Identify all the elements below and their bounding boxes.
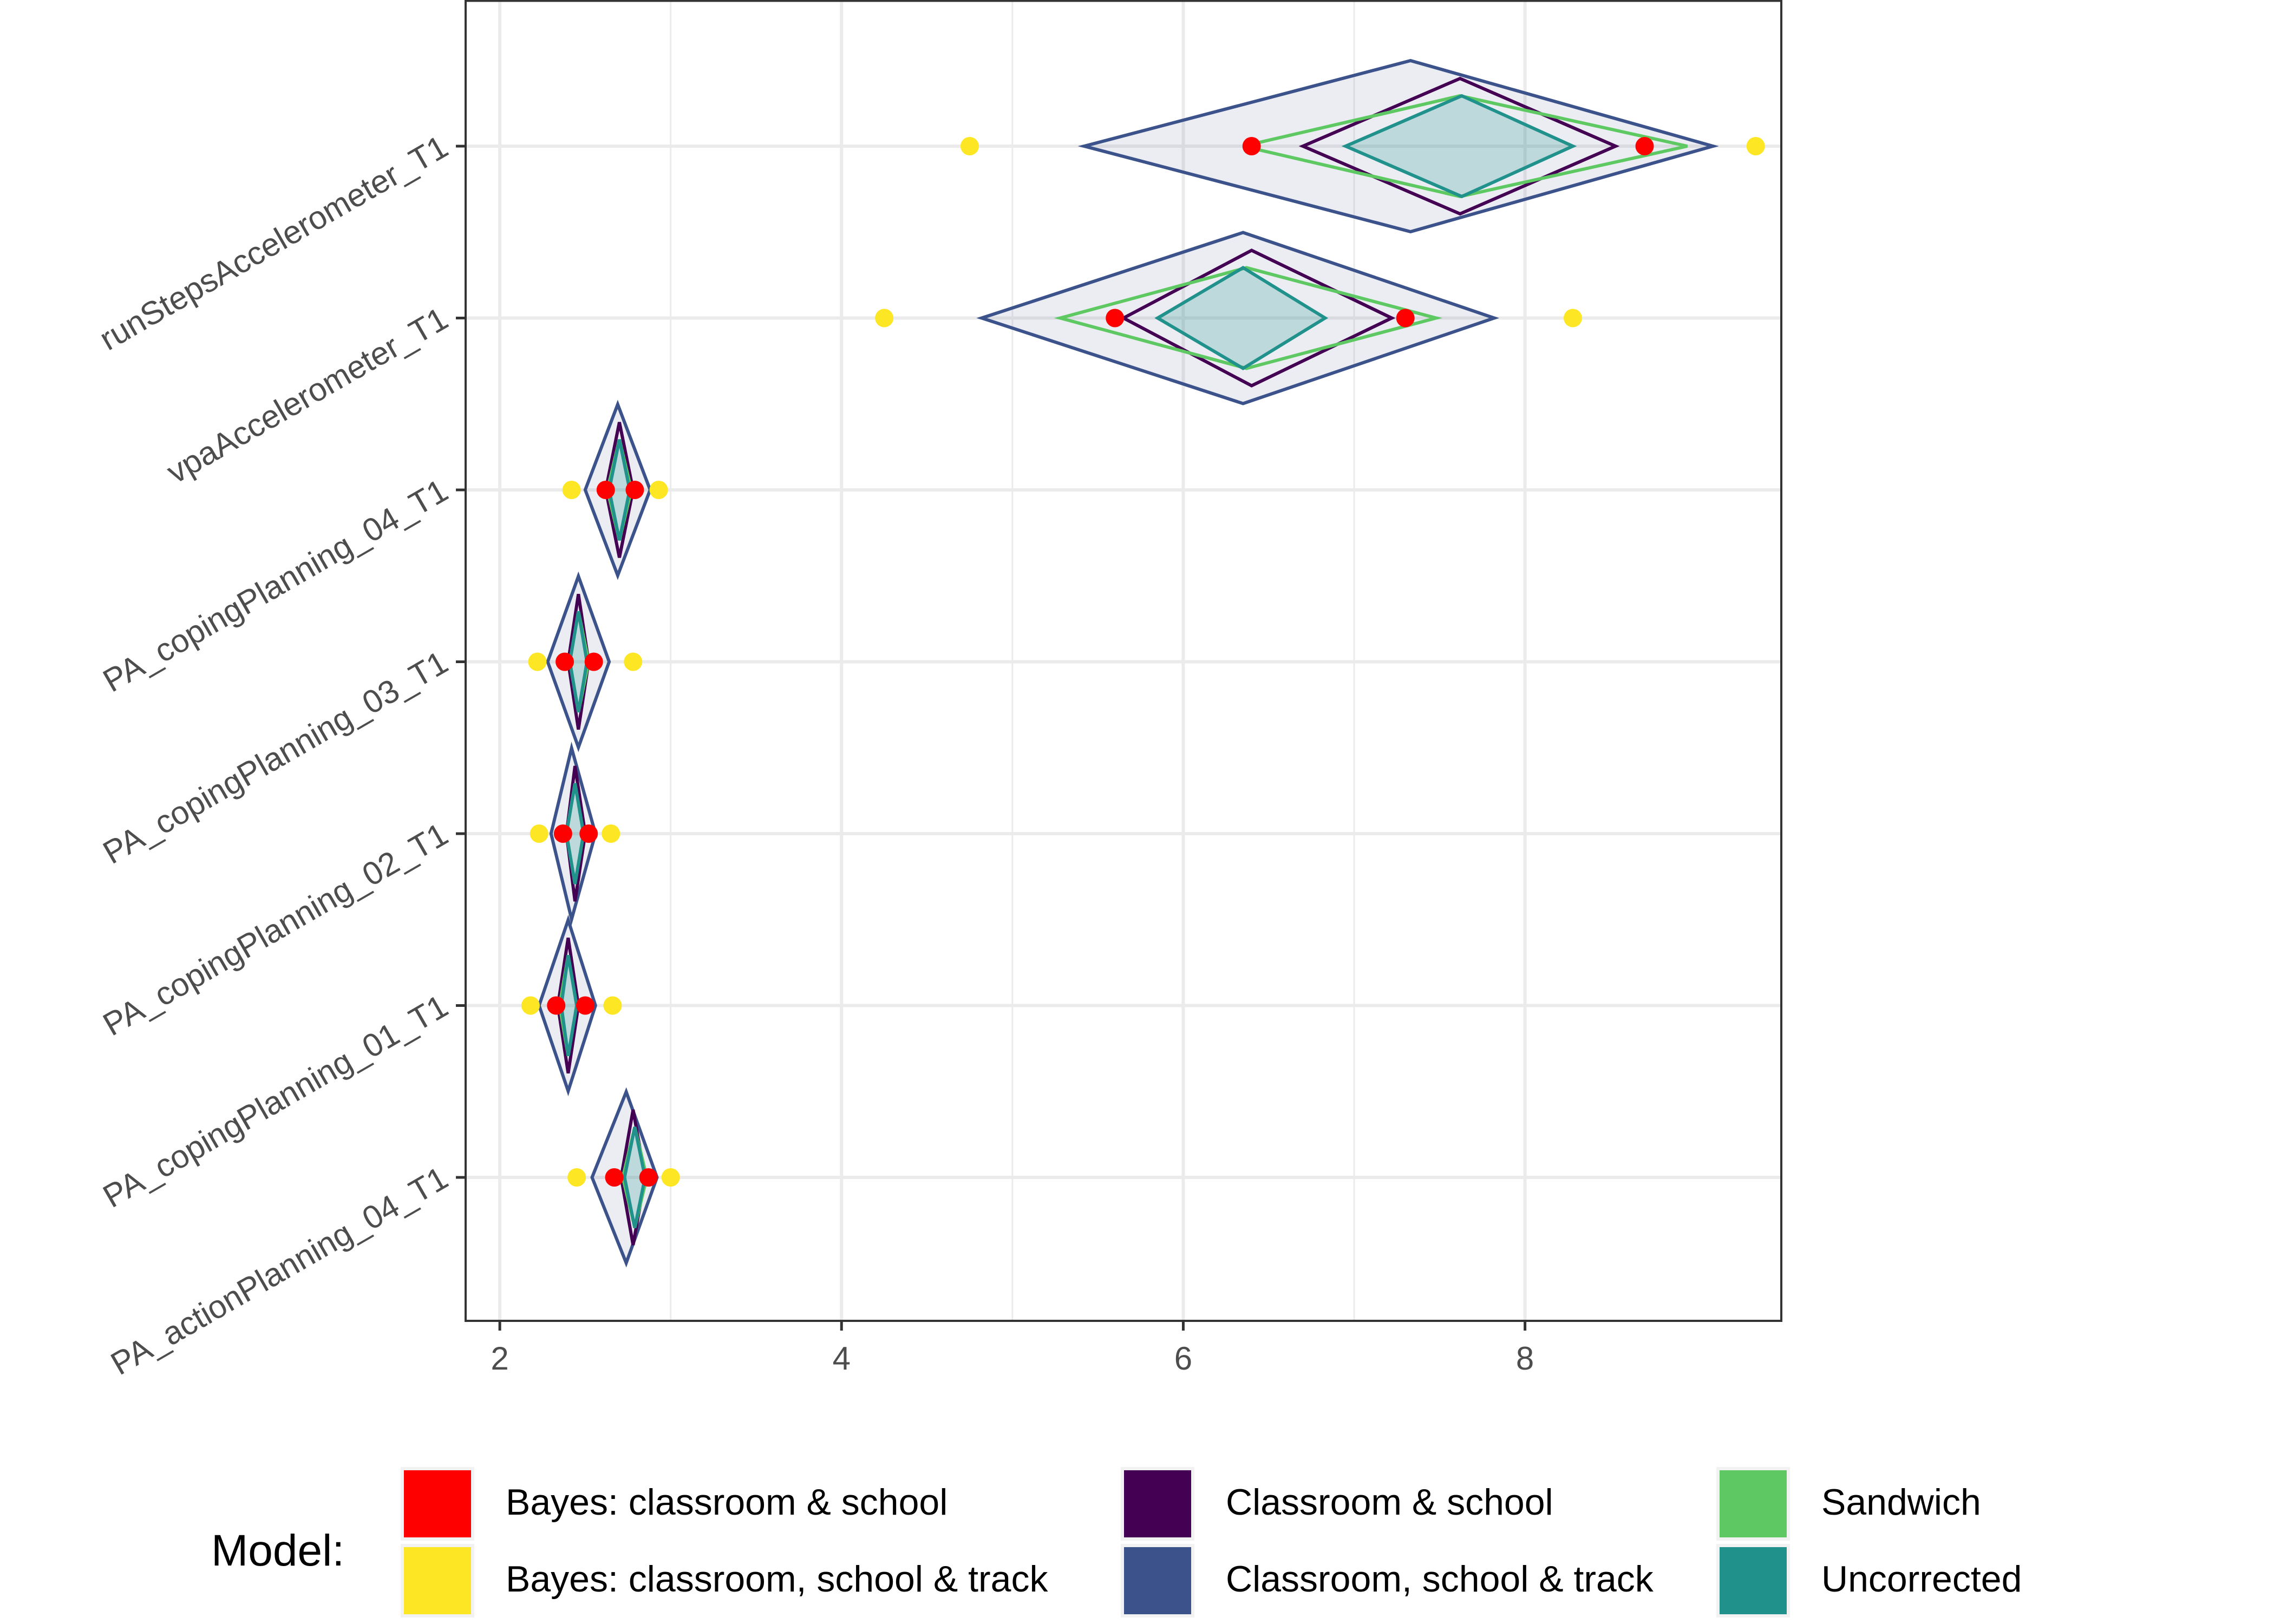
legend-label: Sandwich [1821, 1482, 1981, 1523]
legend-item: Classroom, school & track [1121, 1544, 1654, 1618]
point-mark [624, 652, 643, 671]
point-mark [639, 1168, 658, 1187]
diamond-mark [1341, 94, 1577, 199]
legend-item: Uncorrected [1716, 1544, 2022, 1618]
legend-label: Classroom, school & track [1226, 1558, 1654, 1600]
legend-item: Bayes: classroom & school [401, 1467, 948, 1541]
legend-label: Bayes: classroom, school & track [506, 1558, 1048, 1600]
legend-key [1720, 1470, 1787, 1537]
point-mark [576, 996, 594, 1015]
legend-label: Bayes: classroom & school [506, 1482, 948, 1523]
y-tick-label: PA_actionPlanning_04_T1 [104, 1160, 454, 1382]
legend-item: Bayes: classroom, school & track [401, 1544, 1048, 1618]
point-mark [649, 481, 668, 499]
point-mark [584, 652, 603, 671]
point-mark [1746, 137, 1765, 155]
point-mark [1396, 309, 1415, 328]
point-mark [1563, 309, 1582, 328]
legend-title: Model: [211, 1526, 344, 1575]
point-mark [579, 824, 598, 843]
point-mark [1635, 137, 1654, 155]
legend: Model: Bayes: classroom & school Bayes: c… [211, 1467, 2022, 1618]
point-mark [603, 996, 622, 1015]
diamond-mark [1120, 248, 1396, 388]
point-mark [556, 652, 574, 671]
diamond-mark [537, 914, 597, 1097]
x-tick-label: 6 [1174, 1340, 1192, 1377]
series-classroom-school-track [537, 58, 1719, 1268]
diamond-mark [1054, 266, 1443, 370]
diamond-mark [1077, 58, 1719, 234]
point-mark [553, 824, 572, 843]
point-mark [547, 996, 566, 1015]
x-tick-label: 8 [1516, 1340, 1534, 1377]
panel-border [465, 0, 1782, 1322]
point-mark [530, 824, 548, 843]
point-mark [562, 481, 581, 499]
legend-label: Classroom & school [1226, 1482, 1553, 1523]
point-mark [625, 481, 644, 499]
y-tick-label: vpaAccelerometer_T1 [161, 300, 454, 490]
point-mark [521, 996, 540, 1015]
legend-key [1124, 1470, 1191, 1537]
point-mark [875, 309, 894, 328]
plot-panel [465, 0, 1782, 1322]
point-mark [567, 1168, 586, 1187]
diamond-mark [546, 571, 611, 752]
legend-key [404, 1470, 471, 1537]
series-bayes-classroom-school-track [521, 137, 1765, 1187]
diamond-mark [1243, 94, 1688, 199]
y-tick-labels: runStepsAccelerometer_T1vpaAccelerometer… [93, 128, 466, 1382]
diamond-mark [976, 231, 1500, 405]
x-tick-labels: 2 4 6 8 [491, 1321, 1534, 1377]
diamond-mark [1298, 76, 1620, 216]
point-mark [1242, 137, 1261, 155]
legend-key [404, 1547, 471, 1614]
legend-item: Classroom & school [1121, 1467, 1553, 1541]
series-uncorrected [559, 94, 1577, 1228]
point-mark [661, 1168, 680, 1187]
point-mark [528, 652, 547, 671]
point-mark [602, 824, 620, 843]
diamond-mark [1154, 265, 1329, 371]
legend-item: Sandwich [1716, 1467, 1981, 1541]
legend-key [1720, 1547, 1787, 1614]
legend-key [1124, 1547, 1191, 1614]
point-mark [605, 1168, 624, 1187]
point-mark [596, 481, 615, 499]
point-mark [1106, 309, 1125, 328]
legend-label: Uncorrected [1821, 1558, 2022, 1600]
x-tick-label: 4 [833, 1340, 851, 1377]
series-bayes-classroom-school [547, 137, 1654, 1187]
point-mark [960, 137, 979, 155]
x-tick-label: 2 [491, 1340, 508, 1377]
